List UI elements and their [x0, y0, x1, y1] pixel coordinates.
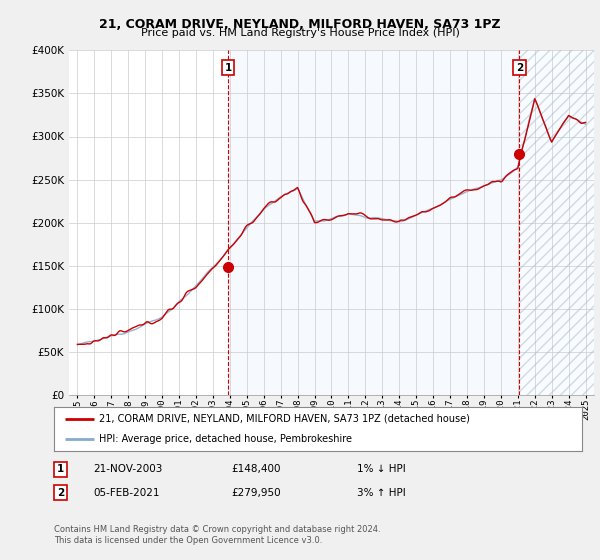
Text: 1: 1 [224, 63, 232, 73]
Text: 2: 2 [57, 488, 64, 498]
Text: 21-NOV-2003: 21-NOV-2003 [93, 464, 163, 474]
Text: Price paid vs. HM Land Registry's House Price Index (HPI): Price paid vs. HM Land Registry's House … [140, 28, 460, 38]
Text: HPI: Average price, detached house, Pembrokeshire: HPI: Average price, detached house, Pemb… [99, 434, 352, 444]
Text: 1% ↓ HPI: 1% ↓ HPI [357, 464, 406, 474]
Text: 21, CORAM DRIVE, NEYLAND, MILFORD HAVEN, SA73 1PZ: 21, CORAM DRIVE, NEYLAND, MILFORD HAVEN,… [99, 18, 501, 31]
Bar [520, 50, 594, 395]
Text: 21, CORAM DRIVE, NEYLAND, MILFORD HAVEN, SA73 1PZ (detached house): 21, CORAM DRIVE, NEYLAND, MILFORD HAVEN,… [99, 414, 470, 424]
Text: Contains HM Land Registry data © Crown copyright and database right 2024.
This d: Contains HM Land Registry data © Crown c… [54, 525, 380, 545]
Text: 3% ↑ HPI: 3% ↑ HPI [357, 488, 406, 498]
Bar [520, 50, 594, 395]
Text: 2: 2 [516, 63, 523, 73]
Text: £279,950: £279,950 [231, 488, 281, 498]
Text: 05-FEB-2021: 05-FEB-2021 [93, 488, 160, 498]
Text: 1: 1 [57, 464, 64, 474]
Bar [228, 50, 520, 395]
Text: £148,400: £148,400 [231, 464, 281, 474]
